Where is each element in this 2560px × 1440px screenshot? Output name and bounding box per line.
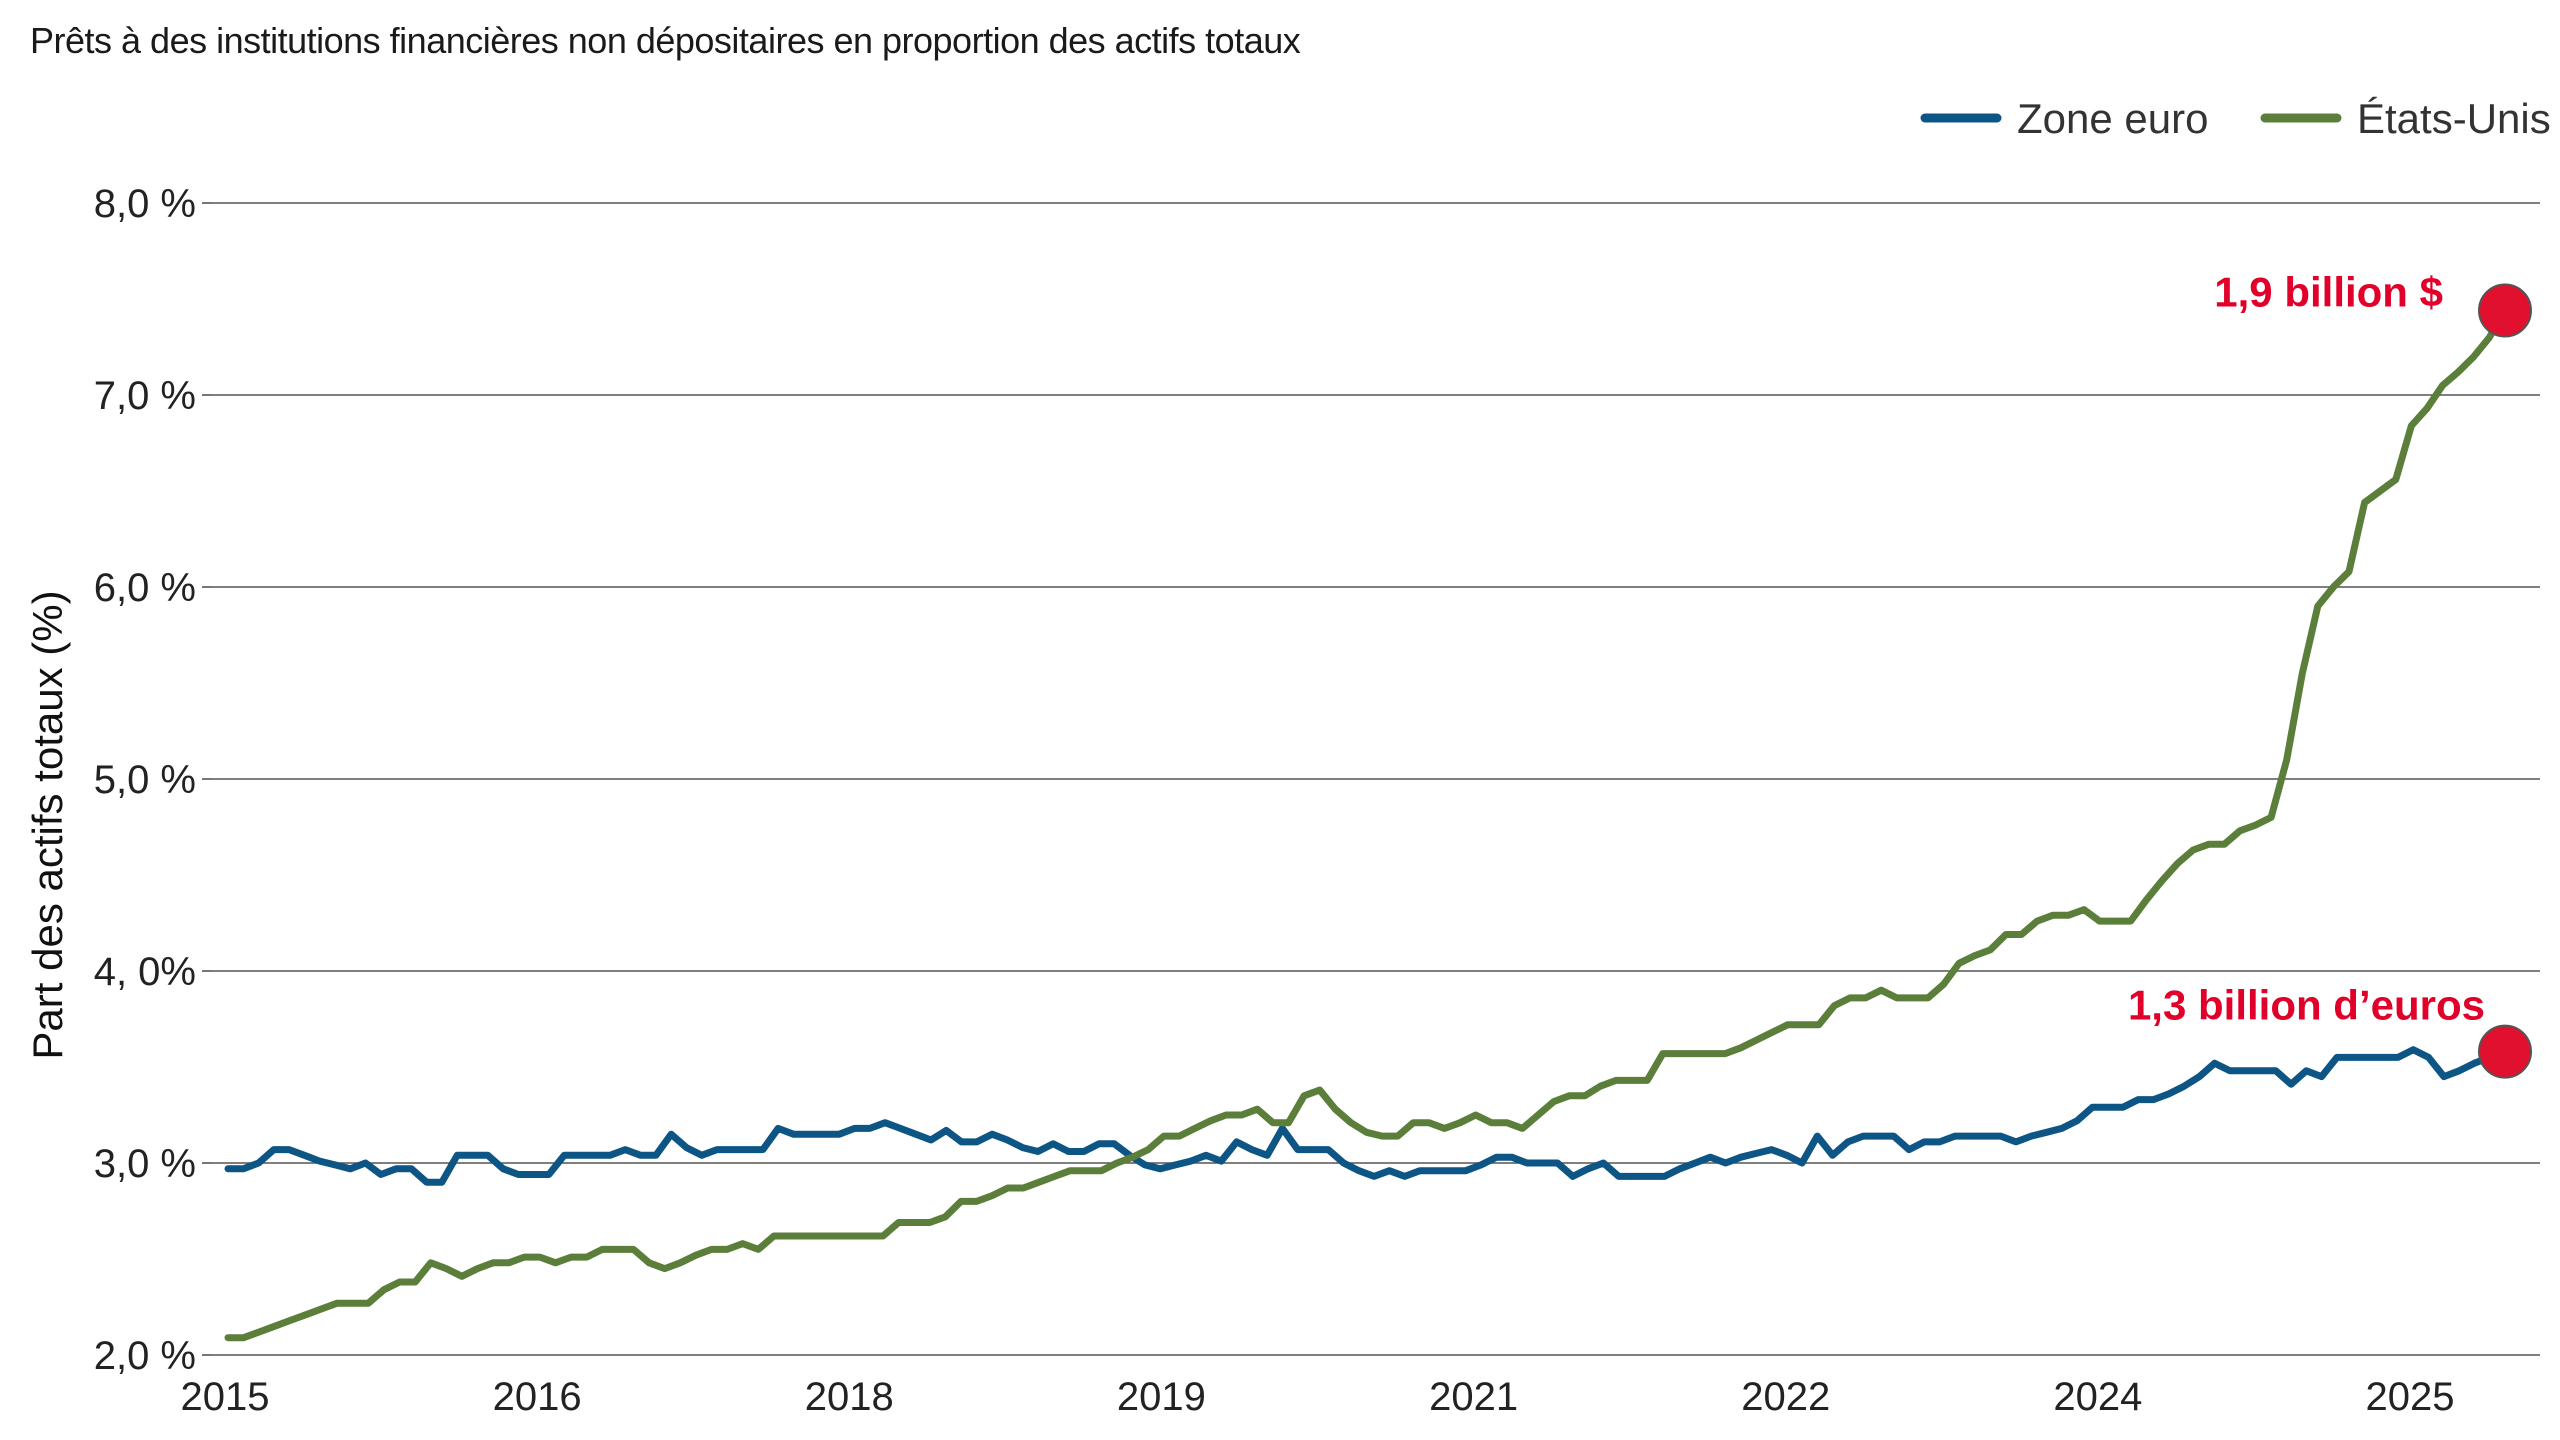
legend-label: États-Unis (2357, 95, 2551, 142)
annotation-label: 1,9 billion $ (2214, 269, 2443, 316)
x-tick-label: 2018 (805, 1375, 894, 1419)
annotation-label: 1,3 billion d’euros (2128, 982, 2485, 1029)
series-line-etats-unis (224, 307, 2509, 1342)
end-point-marker (2478, 1024, 2532, 1079)
y-tick-label: 6,0 % (94, 566, 196, 610)
y-axis-label: Part des actifs totaux (%) (24, 590, 71, 1059)
series-line-zone-euro (224, 1046, 2509, 1186)
chart-title: Prêts à des institutions financières non… (30, 20, 1301, 61)
x-tick-label: 2024 (2053, 1375, 2142, 1419)
legend: Zone euro États-Unis (1920, 95, 2551, 142)
y-tick-label: 3,0 % (94, 1142, 196, 1186)
y-axis-ticks: 2,0 % 3,0 % 4, 0% 5,0 % 6,0 % 7,0 % 8,0 % (94, 182, 196, 1378)
y-tick-label: 8,0 % (94, 182, 196, 226)
x-tick-label: 2019 (1117, 1375, 1206, 1419)
x-tick-label: 2022 (1741, 1375, 1830, 1419)
y-tick-label: 4, 0% (94, 950, 196, 994)
grid-lines (202, 202, 2540, 1356)
x-tick-label: 2025 (2366, 1375, 2455, 1419)
y-tick-label: 7,0 % (94, 374, 196, 418)
x-axis-ticks: 2015 2016 2018 2019 2021 2022 2024 2025 (181, 1375, 2455, 1419)
x-tick-label: 2016 (493, 1375, 582, 1419)
annotations: 1,9 billion $ 1,3 billion d’euros (2128, 269, 2532, 1079)
y-tick-label: 2,0 % (94, 1334, 196, 1378)
legend-label: Zone euro (2017, 95, 2208, 142)
x-tick-label: 2015 (181, 1375, 270, 1419)
y-tick-label: 5,0 % (94, 758, 196, 802)
end-point-marker (2478, 283, 2532, 338)
series-lines (224, 307, 2509, 1342)
x-tick-label: 2021 (1429, 1375, 1518, 1419)
